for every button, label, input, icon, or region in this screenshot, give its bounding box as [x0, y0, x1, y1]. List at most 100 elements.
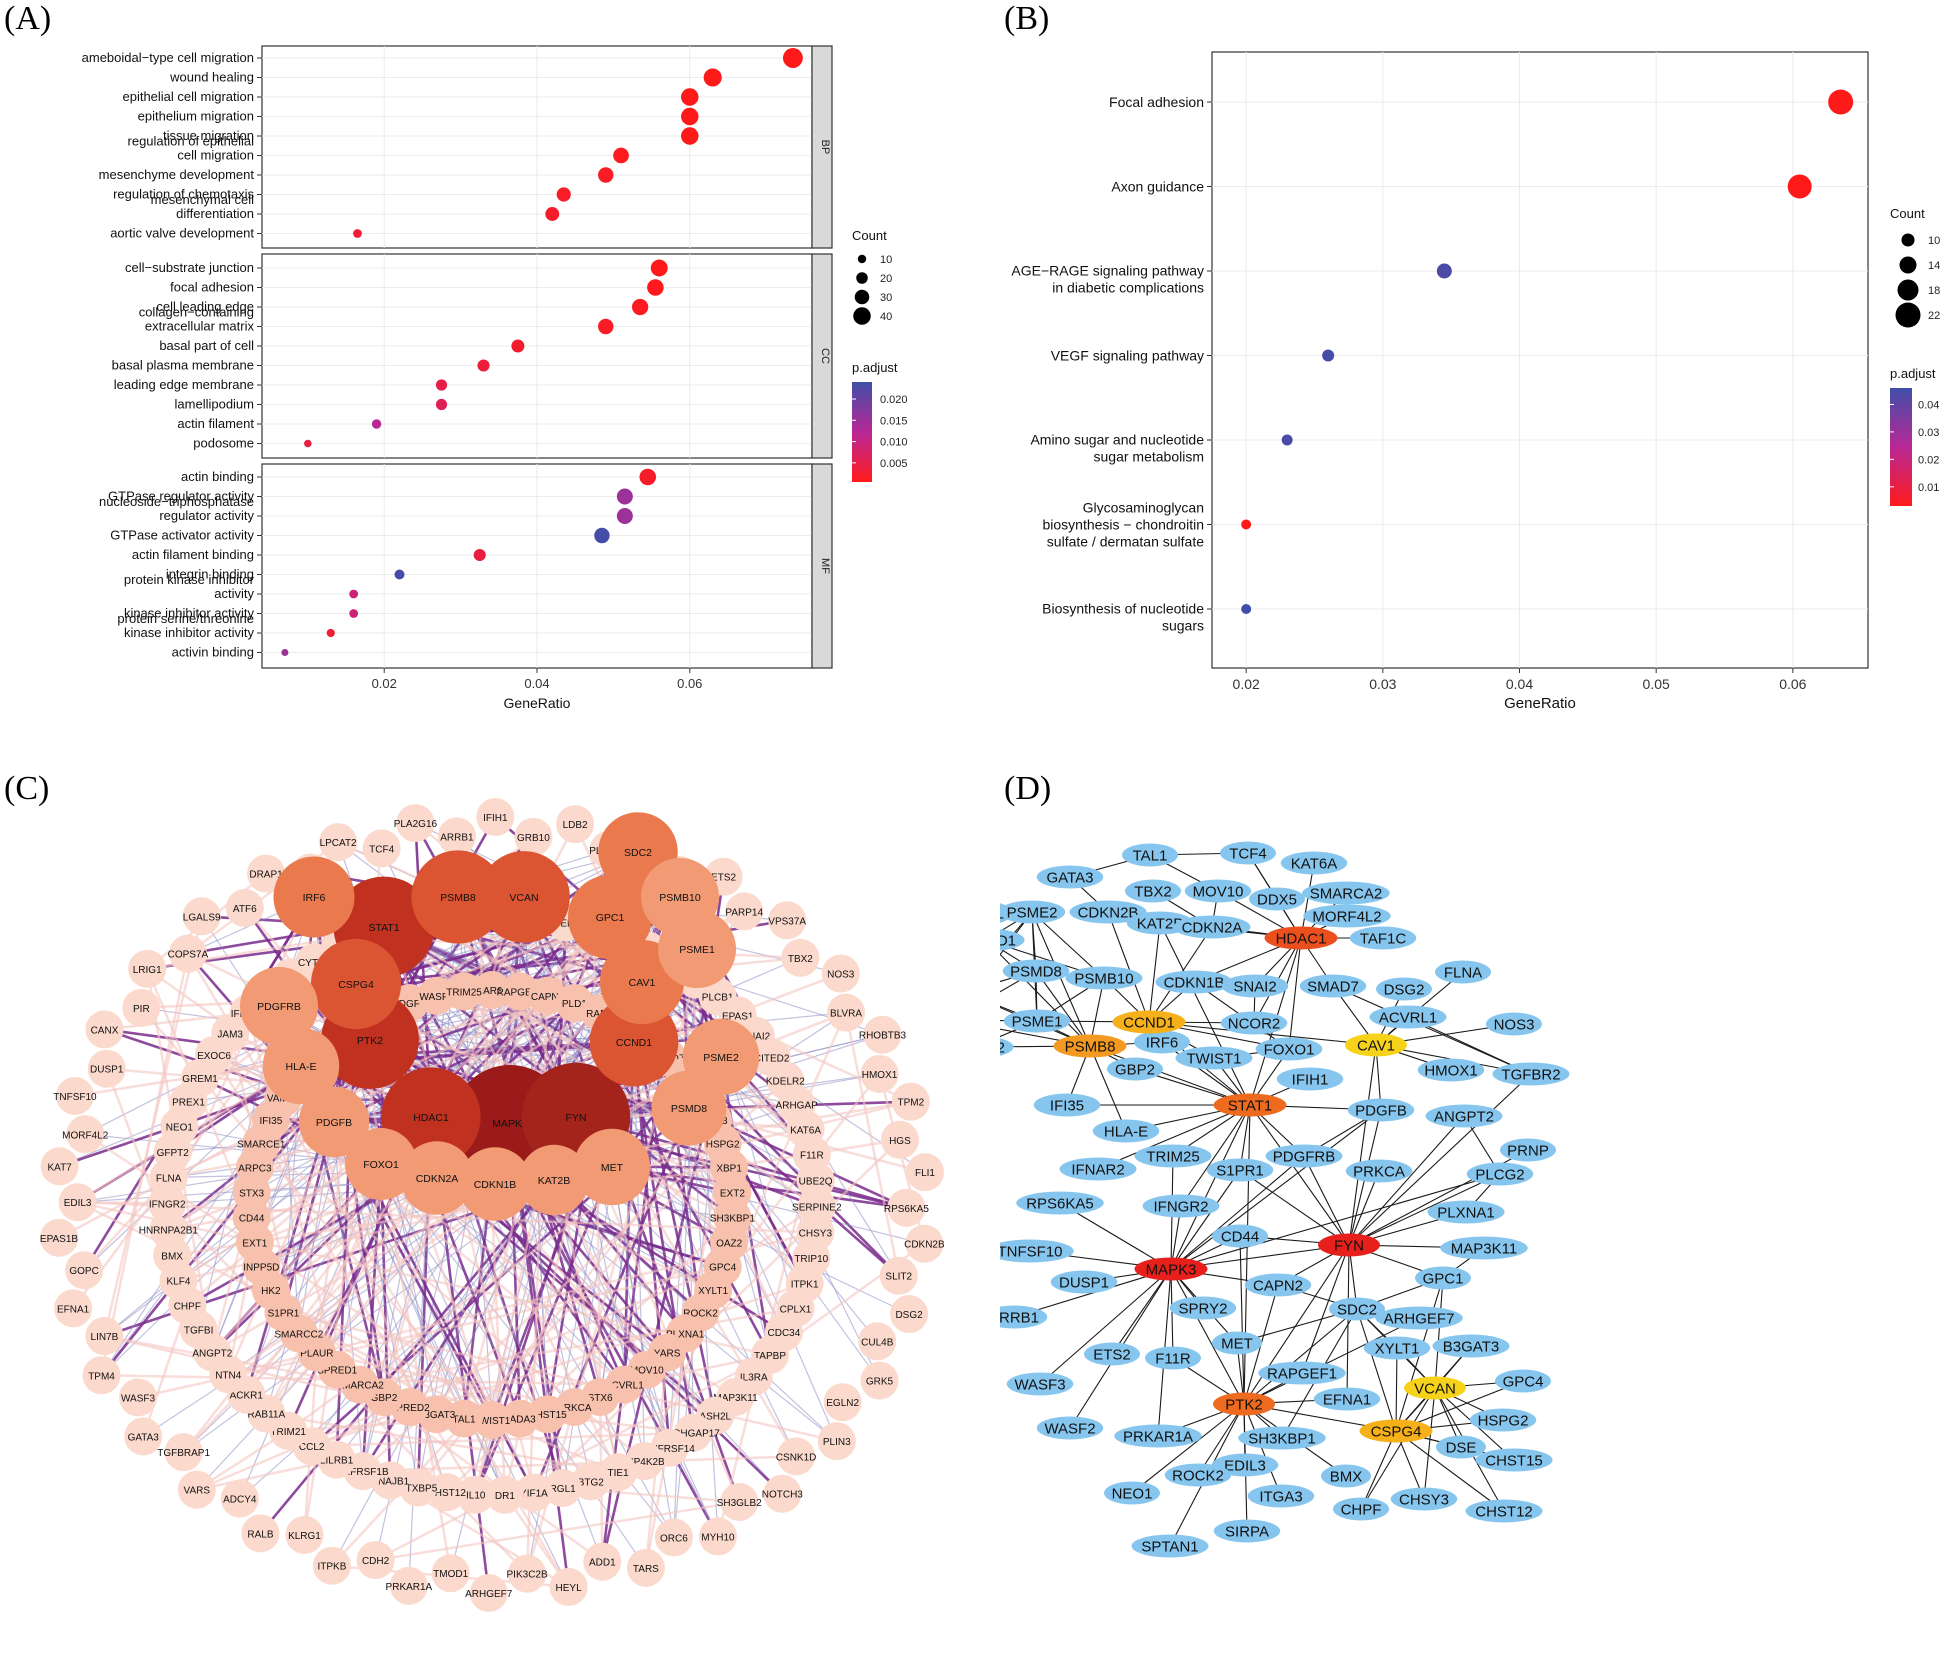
network-node: [1369, 1005, 1447, 1029]
node-label: TNFSF10: [53, 1092, 97, 1103]
node-label: CDKN2A: [416, 1173, 459, 1185]
network-node: [1417, 1058, 1485, 1082]
node-label: PLXNA1: [666, 1329, 705, 1340]
network-node: [1206, 1158, 1274, 1182]
node-label: TPM2: [898, 1098, 925, 1109]
node-label: GPC1: [1423, 1271, 1464, 1288]
node-label: RAB11A: [248, 1410, 286, 1421]
term-label: regulation of epithelial: [128, 134, 255, 149]
network-node: [508, 1554, 547, 1593]
network-edge: [1035, 970, 1091, 1047]
network-node: [55, 1076, 94, 1115]
node-label: PIP4K2B: [624, 1457, 665, 1468]
network-node: [905, 1224, 944, 1263]
network-edge: [1107, 911, 1150, 1023]
network-node: [1255, 1037, 1323, 1061]
node-label: KAT6A: [790, 1125, 821, 1136]
network-node: [40, 1218, 79, 1257]
network-node: [1220, 1011, 1288, 1035]
network-node: [514, 817, 553, 856]
node-label: EXOC6: [197, 1051, 231, 1062]
term-label: Axon guidance: [1111, 179, 1204, 195]
network-edge: [1197, 1403, 1245, 1476]
network-node: [1469, 1408, 1537, 1432]
dot-protein-kinase-inhibitor-activity: [349, 589, 359, 599]
node-label: EPAS1B: [40, 1234, 78, 1245]
term-label: podosome: [193, 436, 254, 451]
node-label: XYLT1: [698, 1286, 728, 1297]
network-node: [1345, 1159, 1413, 1183]
network-node: [1475, 1448, 1553, 1472]
node-label: ANGPT2: [1434, 1109, 1494, 1126]
dot-lamellipodium: [435, 398, 448, 411]
node-label: GPC1: [596, 912, 625, 924]
node-label: ARRB1: [440, 832, 474, 843]
node-label: GBP2: [1115, 1062, 1155, 1079]
node-label: NCOR2: [1228, 1016, 1281, 1033]
node-label: VCAN: [509, 892, 538, 904]
node-label: LGALS9: [183, 912, 221, 923]
network-edge: [1170, 1104, 1251, 1270]
ppi-network-chart: IARSRAPGEF1CAPN2PLD1RARSVAMP3UBE2E1SMAD7…: [40, 798, 945, 1612]
color-legend-bar: [852, 382, 872, 482]
node-label: EPAS1: [722, 1011, 754, 1022]
network-node: [128, 949, 167, 988]
node-label: PDGFB: [1355, 1103, 1407, 1120]
network-node: [285, 1515, 324, 1554]
network-edge: [1395, 1347, 1398, 1432]
network-edge: [1243, 1308, 1358, 1405]
network-edge: [1300, 862, 1315, 939]
network-edge: [1170, 1169, 1241, 1270]
facet-strip-bp: [811, 45, 833, 249]
go-dotplot-chart: ameboidal−type cell migration wound heali…: [82, 45, 908, 711]
node-label: PRKAR1A: [1123, 1429, 1193, 1446]
network-node: [1212, 1224, 1268, 1248]
node-label: JAM3: [217, 1029, 243, 1040]
term-label: sulfate / dermatan sulfate: [1047, 534, 1204, 550]
node-label: SIRPA: [1225, 1524, 1269, 1541]
node-label: XBP1: [716, 1164, 742, 1175]
node-label: LIN7B: [91, 1332, 119, 1343]
network-node: [1107, 1057, 1163, 1081]
network-node: [40, 1147, 79, 1186]
node-label: GPC4: [709, 1263, 737, 1274]
node-label: TRIM25: [1146, 1149, 1199, 1166]
node-label: ACKR1: [230, 1391, 264, 1402]
network-node: [164, 1433, 203, 1472]
panel-label-a: (A): [4, 0, 52, 37]
node-label: SDC2: [624, 847, 652, 859]
node-label: KLRG1: [288, 1531, 321, 1542]
network-edge: [1434, 1277, 1444, 1389]
network-node: [476, 798, 515, 837]
node-label: SNAI2: [1233, 979, 1276, 996]
network-edge: [1348, 1173, 1501, 1246]
node-label: EXT1: [242, 1238, 267, 1249]
node-label: CAPN2: [1253, 1278, 1303, 1295]
network-node: [1006, 1372, 1074, 1396]
node-label: SPRED1: [317, 1366, 357, 1377]
node-label: IL10: [466, 1491, 486, 1502]
term-label: activin binding: [172, 645, 254, 660]
node-label: HDAC1: [413, 1112, 449, 1124]
network-edge: [1059, 1202, 1172, 1270]
hub-node: [310, 938, 402, 1030]
network-edge: [1000, 953, 1091, 1047]
term-label: protein serine/threonine: [117, 611, 254, 626]
node-label: TWIST1: [474, 1416, 511, 1427]
network-node: [858, 1322, 897, 1361]
facet-strip-mf: [811, 463, 833, 669]
network-node: [1065, 966, 1143, 990]
network-node: [860, 1361, 899, 1400]
node-label: PSME2: [703, 1052, 739, 1064]
plot-panel: [1211, 51, 1869, 669]
network-edge: [1348, 1115, 1465, 1246]
network-node: [82, 1356, 121, 1395]
term-label: cell leading edge: [156, 299, 254, 314]
term-label: kinase inhibitor activity: [124, 625, 255, 640]
facet-strip-label: CC: [819, 348, 831, 364]
node-label: SDC2: [1337, 1302, 1377, 1319]
term-label: lamellipodium: [175, 397, 254, 412]
node-label: CDC34: [768, 1328, 801, 1339]
hub-node: [240, 967, 318, 1045]
network-node: [65, 1251, 104, 1290]
